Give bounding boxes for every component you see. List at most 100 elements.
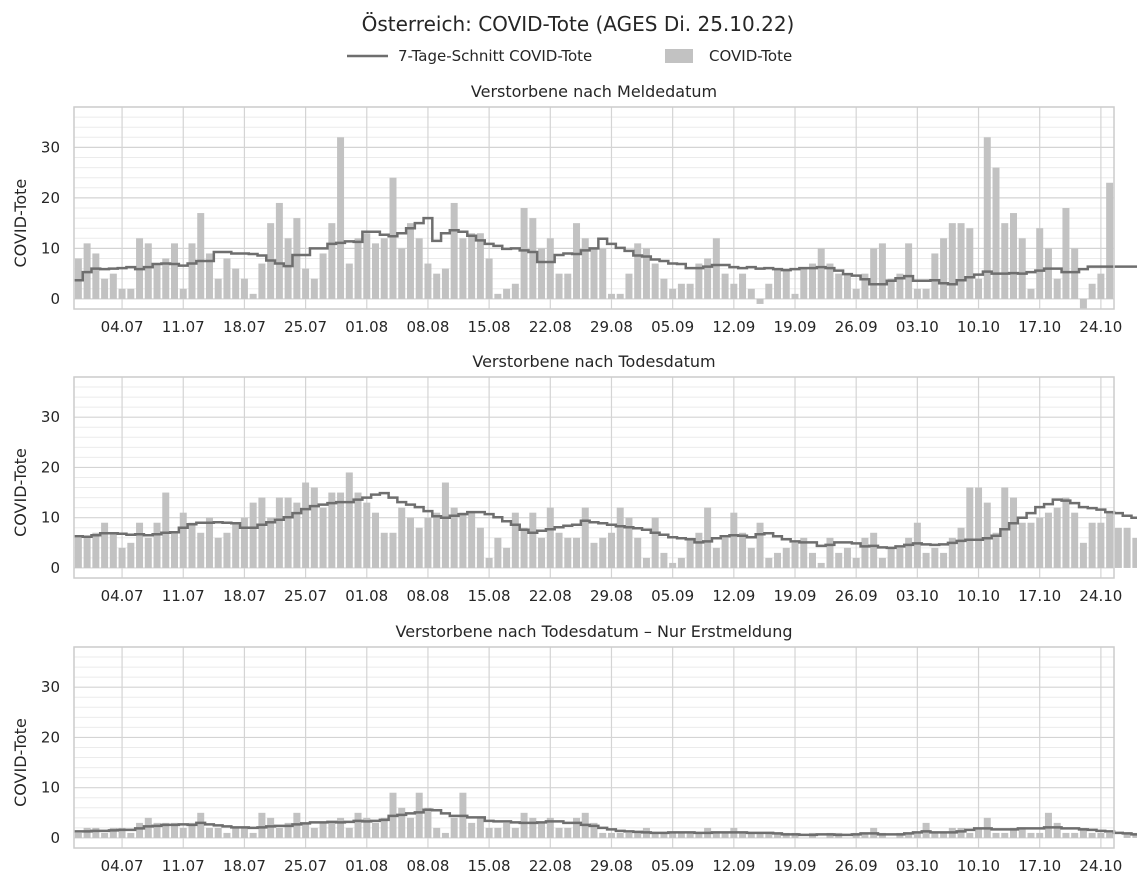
- bar: [441, 832, 449, 838]
- x-tick-label: 24.10: [1079, 318, 1122, 336]
- bar: [966, 487, 974, 568]
- bar: [171, 822, 178, 838]
- bar: [564, 273, 572, 299]
- bar: [975, 827, 983, 838]
- bar: [398, 807, 406, 838]
- bar: [940, 552, 948, 568]
- bar: [179, 288, 187, 299]
- bar: [1036, 517, 1044, 568]
- bar: [520, 208, 528, 299]
- bar: [328, 492, 336, 568]
- bar: [599, 832, 607, 838]
- bar: [1088, 832, 1096, 838]
- bar: [144, 243, 152, 299]
- bar: [983, 502, 991, 568]
- bar: [275, 497, 283, 568]
- bar: [538, 822, 546, 838]
- bar: [686, 283, 694, 299]
- bar: [957, 827, 965, 838]
- x-tick-label: 01.08: [345, 587, 388, 605]
- bar: [765, 832, 773, 838]
- bar: [319, 822, 327, 838]
- y-tick-label: 30: [41, 678, 60, 696]
- bar: [441, 482, 449, 568]
- x-tick-label: 05.09: [651, 318, 694, 336]
- bar: [931, 547, 939, 568]
- x-tick-label: 15.08: [468, 587, 511, 605]
- bar: [310, 278, 318, 299]
- bar: [372, 512, 380, 568]
- bar: [852, 557, 860, 568]
- panel-title: Verstorbene nach Todesdatum: [472, 352, 715, 371]
- bar: [1027, 832, 1035, 838]
- bar: [153, 822, 161, 838]
- bar: [1044, 812, 1052, 838]
- bar: [966, 228, 974, 299]
- bar: [240, 827, 248, 838]
- bar: [1010, 827, 1017, 838]
- bar: [232, 268, 240, 299]
- x-tick-label: 04.07: [101, 318, 144, 336]
- x-tick-label: 25.07: [284, 587, 327, 605]
- bar: [590, 822, 598, 838]
- bar: [712, 547, 720, 568]
- x-tick-label: 22.08: [529, 587, 572, 605]
- y-tick-label: 20: [41, 728, 60, 746]
- bar: [607, 532, 615, 568]
- bar: [529, 817, 537, 838]
- plot-frame: [73, 106, 1115, 310]
- bar: [686, 537, 694, 568]
- bar: [843, 547, 851, 568]
- bar: [1106, 512, 1114, 568]
- bar: [136, 522, 144, 568]
- bar: [232, 827, 240, 838]
- bar: [625, 273, 633, 299]
- bar: [957, 223, 965, 299]
- bar: [101, 278, 109, 299]
- bar: [406, 517, 414, 568]
- bar: [1123, 832, 1131, 838]
- bar: [538, 537, 546, 568]
- bar: [476, 233, 484, 299]
- bar: [179, 827, 187, 838]
- x-tick-label: 19.09: [774, 857, 817, 875]
- x-tick-label: 04.07: [101, 587, 144, 605]
- figure-title: Österreich: COVID-Tote (AGES Di. 25.10.2…: [362, 12, 795, 36]
- x-tick-label: 17.10: [1018, 318, 1061, 336]
- bar: [468, 822, 476, 838]
- bar: [835, 273, 843, 299]
- bar: [887, 278, 895, 299]
- bar: [677, 832, 685, 838]
- bar: [372, 243, 380, 299]
- y-axis-label: COVID-Tote: [11, 718, 30, 807]
- bar: [1097, 522, 1105, 568]
- bar: [791, 293, 799, 299]
- bar: [109, 273, 117, 299]
- bar: [1018, 827, 1026, 838]
- bar: [337, 817, 345, 838]
- x-tick-label: 01.08: [345, 857, 388, 875]
- plot-frame: [73, 646, 1115, 849]
- bar: [433, 273, 441, 299]
- bar: [485, 557, 493, 568]
- bar: [607, 293, 615, 299]
- legend: 7-Tage-Schnitt COVID-Tote COVID-Tote: [347, 47, 792, 65]
- bar: [284, 497, 292, 568]
- bar: [83, 827, 91, 838]
- bar: [188, 243, 196, 299]
- x-tick-label: 11.07: [162, 318, 205, 336]
- bar: [555, 827, 563, 838]
- bar: [634, 537, 642, 568]
- bar: [747, 547, 755, 568]
- bar: [485, 827, 493, 838]
- y-tick-label: 0: [50, 290, 60, 308]
- bar: [616, 832, 624, 838]
- x-tick-label: 17.10: [1018, 587, 1061, 605]
- bar: [931, 832, 939, 838]
- bar: [774, 268, 782, 299]
- bar: [878, 557, 886, 568]
- panel-1: 0 10 20 30 04.07 11.07 18.07 25.07 01.08 08.08 15.…: [11, 82, 1137, 336]
- bar: [905, 832, 913, 838]
- panel-title: Verstorbene nach Meldedatum: [471, 82, 717, 101]
